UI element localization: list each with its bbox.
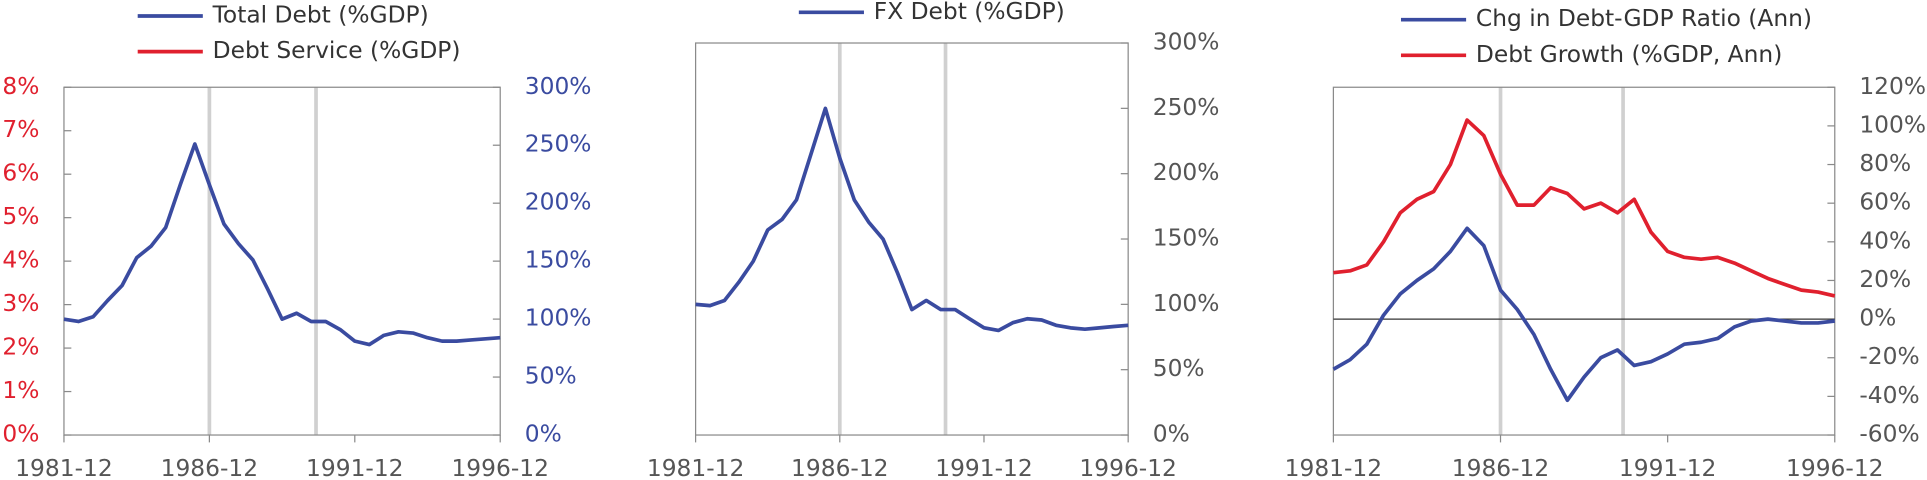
y-tick-label: 0%: [1859, 304, 1896, 332]
series-line: [1332, 226, 1835, 403]
x-tick-label: 1991-12: [1619, 454, 1716, 480]
legend-label: FX Debt (%GDP): [874, 0, 1065, 25]
series-line: [1333, 118, 1836, 298]
y-tick-label: 300%: [1153, 28, 1220, 56]
x-tick-label: 1996-12: [1079, 454, 1176, 480]
x-tick-label: 1981-12: [647, 454, 744, 480]
y-tick-label: 0%: [2, 420, 39, 448]
y-tick-label: 120%: [1859, 72, 1926, 100]
legend-label: Debt Growth (%GDP, Ann): [1476, 40, 1782, 68]
plot-frame: [694, 42, 1129, 436]
legend-label: Total Debt (%GDP): [212, 0, 429, 28]
y-tick-label: 200%: [525, 188, 592, 216]
y-tick-label: 150%: [1153, 224, 1220, 252]
y-tick-label: -40%: [1859, 381, 1919, 409]
x-tick-label: 1986-12: [791, 454, 888, 480]
plot-frame: [1332, 86, 1836, 436]
x-tick-label: 1996-12: [451, 454, 548, 480]
y-tick-label: 8%: [2, 72, 39, 100]
series-line: [695, 106, 1129, 333]
y-tick-label: 80%: [1859, 149, 1911, 177]
x-tick-label: 1996-12: [1786, 454, 1883, 480]
y-tick-label: 300%: [525, 72, 592, 100]
y-tick-label: 60%: [1859, 188, 1911, 216]
y-tick-label: 7%: [2, 115, 39, 143]
y-tick-label: 2%: [2, 333, 39, 361]
x-tick-label: 1981-12: [15, 454, 112, 480]
y-tick-label: 1%: [2, 376, 39, 404]
x-tick-label: 1991-12: [935, 454, 1032, 480]
y-tick-label: 20%: [1859, 265, 1911, 293]
y-tick-label: 100%: [1153, 289, 1220, 317]
y-tick-label: 0%: [1153, 420, 1190, 448]
y-tick-label: 200%: [1153, 158, 1220, 186]
series-line: [63, 142, 501, 347]
x-tick-label: 1991-12: [306, 454, 403, 480]
y-tick-label: 100%: [525, 304, 592, 332]
x-tick-label: 1986-12: [161, 454, 258, 480]
y-tick-label: 4%: [2, 246, 39, 274]
y-tick-label: 250%: [525, 130, 592, 158]
x-tick-label: 1981-12: [1285, 454, 1382, 480]
y-tick-label: 3%: [2, 289, 39, 317]
legend-label: Chg in Debt-GDP Ratio (Ann): [1476, 4, 1812, 32]
x-tick-label: 1986-12: [1452, 454, 1549, 480]
y-tick-label: -60%: [1859, 420, 1919, 448]
y-tick-label: 40%: [1859, 226, 1911, 254]
legend-label: Debt Service (%GDP): [213, 36, 461, 64]
plot-frame: [63, 86, 501, 436]
y-tick-label: 6%: [2, 159, 39, 187]
y-tick-label: 150%: [525, 246, 592, 274]
y-tick-label: 250%: [1153, 93, 1220, 121]
y-tick-label: 100%: [1859, 110, 1926, 138]
y-tick-label: 50%: [525, 362, 577, 390]
y-tick-label: 5%: [2, 202, 39, 230]
y-tick-label: -20%: [1859, 342, 1919, 370]
y-tick-label: 0%: [525, 420, 562, 448]
y-tick-label: 50%: [1153, 354, 1205, 382]
